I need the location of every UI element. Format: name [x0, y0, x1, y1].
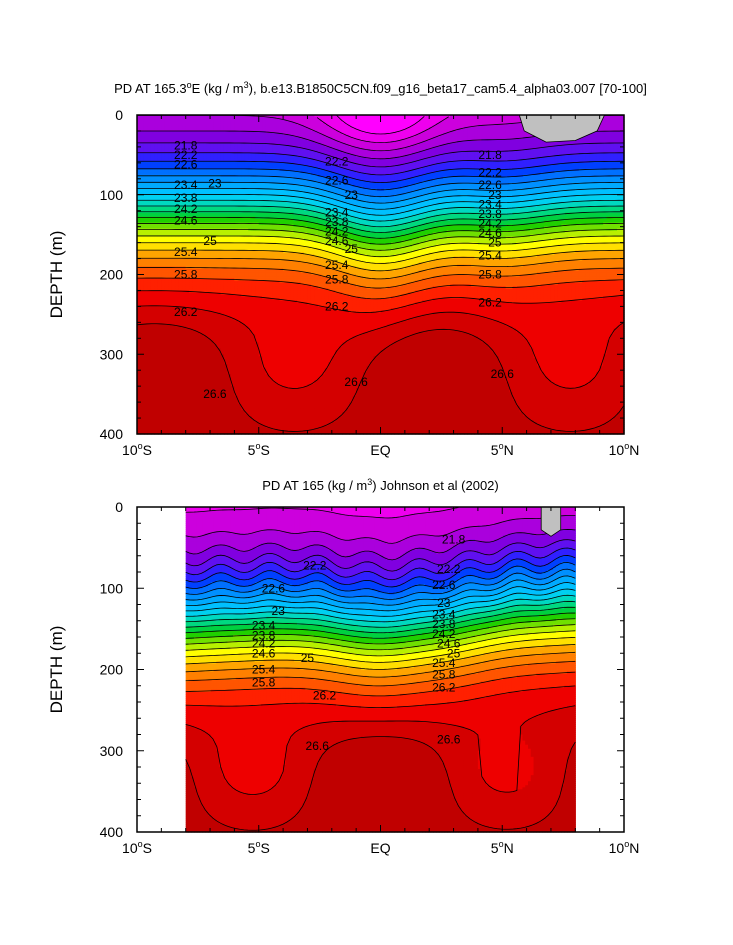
figure: 21.822.222.623.4 2323.824.224.62525.425.8… — [0, 0, 733, 945]
panel-model: 21.822.222.623.4 2323.824.224.62525.425.8… — [47, 80, 647, 458]
